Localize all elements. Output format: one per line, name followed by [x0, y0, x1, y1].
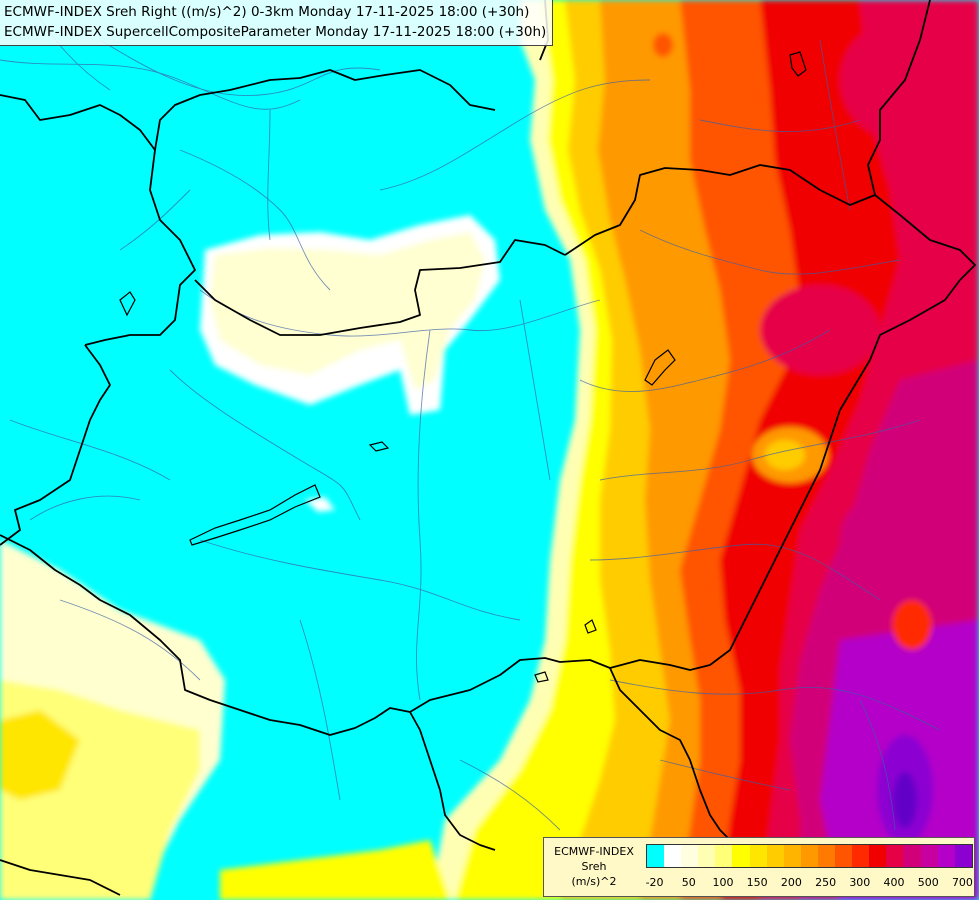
violet-core: [893, 772, 917, 828]
legend-swatch: [817, 845, 836, 867]
red-blob-south: [892, 600, 932, 650]
lakes: [119, 51, 807, 683]
legend-swatch: [766, 845, 784, 867]
red-spot-north: [653, 33, 673, 57]
color-legend: ECMWF-INDEX Sreh (m/s)^2 -20 50 100 150 200 2…: [543, 837, 975, 897]
legend-tick-label: -20: [645, 876, 664, 889]
legend-swatch: [835, 845, 853, 867]
legend-title-unit: (m/s)^2: [571, 875, 617, 888]
legend-tick-label: 400: [883, 876, 905, 889]
legend-swatch: [647, 845, 665, 867]
red-blob-center: [760, 285, 880, 375]
legend-swatch: [715, 845, 733, 867]
legend-tick-label: 500: [917, 876, 939, 889]
legend-swatch: [783, 845, 801, 867]
map-title-box: ECMWF-INDEX Sreh Right ((m/s)^2) 0-3km M…: [0, 0, 554, 46]
magenta-blob: [840, 500, 900, 580]
legend-tick-label: 50: [681, 876, 696, 889]
legend-tick-label: 200: [780, 876, 802, 889]
legend-swatch: [886, 845, 904, 867]
legend-swatch: [732, 845, 750, 867]
legend-swatches: [646, 844, 973, 868]
legend-swatch: [664, 845, 682, 867]
gold-blob-hungary: [765, 440, 805, 470]
legend-ticks: -20 50 100 150 200 250 300 400 500 700: [645, 876, 973, 892]
band-cream-north: [210, 232, 485, 390]
legend-title-param: Sreh: [581, 860, 607, 873]
legend-swatch: [852, 845, 870, 867]
legend-title-model: ECMWF-INDEX: [554, 845, 634, 858]
legend-swatch: [903, 845, 921, 867]
legend-swatch: [749, 845, 767, 867]
legend-swatch: [681, 845, 699, 867]
band-white-small: [305, 497, 335, 512]
legend-swatch: [954, 845, 972, 867]
legend-swatch: [869, 845, 887, 867]
red-spot-northeast: [840, 20, 960, 140]
band-yellow-south: [220, 840, 450, 900]
legend-swatch: [800, 845, 818, 867]
legend-tick-label: 100: [712, 876, 734, 889]
title-line-sreh: ECMWF-INDEX Sreh Right ((m/s)^2) 0-3km M…: [4, 4, 530, 20]
legend-tick-label: 700: [951, 876, 973, 889]
legend-tick-label: 150: [746, 876, 768, 889]
title-line-scp: ECMWF-INDEX SupercellCompositeParameter …: [4, 24, 547, 40]
legend-tick-label: 250: [815, 876, 837, 889]
legend-swatch: [937, 845, 955, 867]
rivers: [0, 0, 941, 831]
legend-swatch: [920, 845, 938, 867]
legend-swatch: [698, 845, 716, 867]
legend-title: ECMWF-INDEX Sreh (m/s)^2: [548, 844, 640, 889]
band-gold-southwest: [0, 710, 80, 800]
legend-tick-label: 300: [849, 876, 871, 889]
